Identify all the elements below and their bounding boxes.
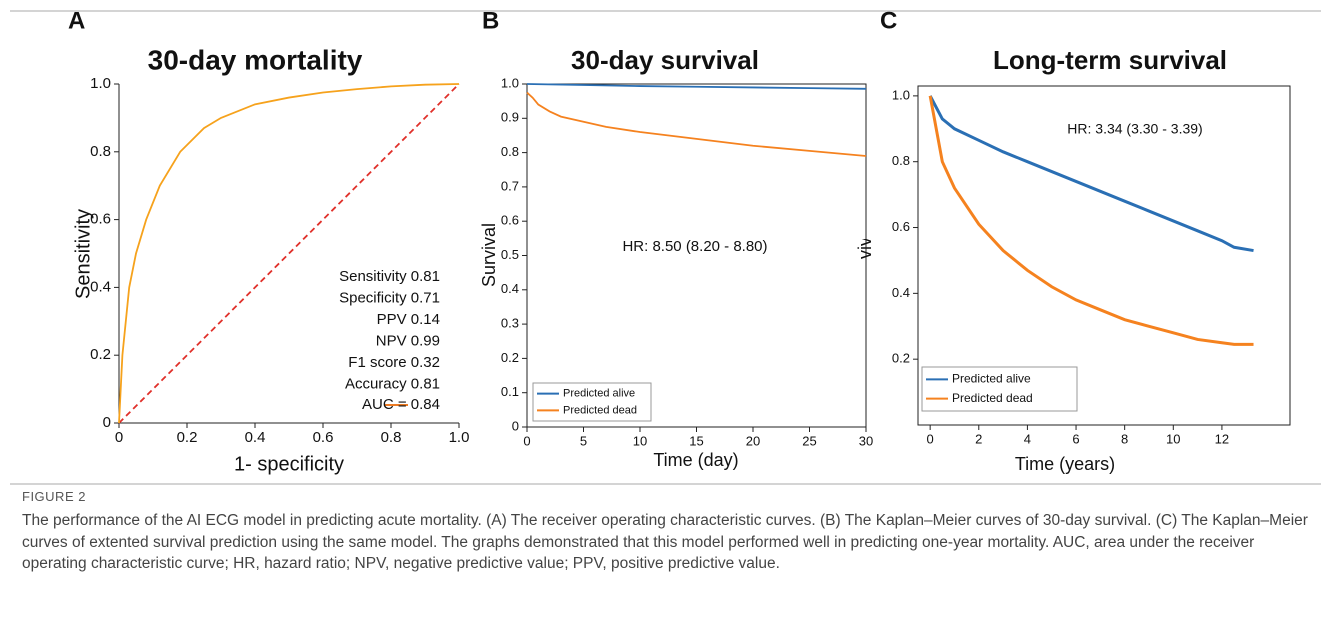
x-tick-label: 15	[689, 433, 703, 448]
y-tick-label: 1.0	[892, 87, 910, 102]
plot-frame	[917, 85, 1291, 426]
reference-line	[118, 83, 460, 424]
panel-letter: B	[482, 7, 499, 34]
y-tick-label: 1.0	[90, 75, 111, 92]
legend-label: Predicted dead	[952, 391, 1033, 405]
x-tick-label: 0	[115, 429, 123, 446]
y-tick-label: 0.7	[501, 178, 519, 193]
x-tick-label: 10	[633, 433, 647, 448]
x-tick-label: 0.8	[381, 429, 402, 446]
y-tick-label: 0.4	[90, 278, 111, 295]
x-tick-label: 0.4	[245, 429, 266, 446]
annotation: F1 score 0.32	[348, 354, 440, 371]
x-tick-label: 25	[802, 433, 816, 448]
figure-label: FIGURE 2	[22, 489, 86, 504]
y-tick-label: 0.6	[90, 211, 111, 228]
series-line	[928, 95, 1254, 253]
annotation: Sensitivity 0.81	[339, 268, 440, 285]
legend-label: AUC = 0.84	[362, 396, 440, 413]
x-tick-label: 0.6	[313, 429, 334, 446]
x-tick-label: 1.0	[449, 429, 470, 446]
legend-label: Predicted alive	[563, 388, 635, 400]
y-tick-label: 0.8	[501, 144, 519, 159]
plot-frame	[526, 83, 867, 428]
chart-title: Long-term survival	[993, 45, 1227, 75]
panel-letter: C	[880, 7, 897, 34]
x-axis-label: Time (years)	[1015, 454, 1115, 474]
x-tick-label: 12	[1215, 431, 1229, 446]
y-axis-label: Survival	[479, 223, 499, 287]
x-axis-label: 1- specificity	[234, 453, 344, 475]
y-tick-label: 0.5	[501, 247, 519, 262]
y-tick-label: 0.9	[501, 110, 519, 125]
x-tick-label: 6	[1072, 431, 1079, 446]
legend-label: Predicted alive	[952, 371, 1031, 385]
annotation: NPV 0.99	[376, 332, 440, 349]
y-tick-label: 0.6	[501, 213, 519, 228]
y-tick-label: 0.8	[892, 153, 910, 168]
y-tick-label: 0.4	[501, 281, 519, 296]
x-tick-label: 0	[927, 431, 934, 446]
chart-title: 30-day mortality	[148, 44, 363, 75]
legend-box	[921, 366, 1078, 412]
annotation: HR: 8.50 (8.20 - 8.80)	[622, 238, 767, 255]
y-tick-label: 0	[512, 418, 519, 433]
figure: A 30-day mortality 1- specificity Sensitivi…	[10, 7, 1321, 485]
x-tick-label: 2	[975, 431, 982, 446]
series-line	[526, 83, 867, 90]
y-axis-label: Sensitivity	[72, 209, 94, 299]
y-tick-label: 0.8	[90, 143, 111, 160]
x-tick-label: 30	[859, 433, 873, 448]
x-tick-label: 20	[746, 433, 760, 448]
x-tick-label: 4	[1024, 431, 1031, 446]
y-tick-label: 0.4	[892, 285, 910, 300]
series-line	[526, 91, 867, 157]
x-tick-label: 5	[580, 433, 587, 448]
series-line	[928, 95, 1254, 346]
x-tick-label: 8	[1121, 431, 1128, 446]
y-axis-label: Survival	[855, 223, 875, 287]
legend-label: Predicted dead	[563, 404, 637, 416]
annotation: PPV 0.14	[377, 311, 440, 328]
annotation: HR: 3.34 (3.30 - 3.39)	[1067, 121, 1202, 137]
annotation: Accuracy 0.81	[345, 375, 440, 392]
y-tick-label: 1.0	[501, 75, 519, 90]
y-tick-label: 0.1	[501, 384, 519, 399]
y-tick-label: 0.6	[892, 219, 910, 234]
figure-caption: The performance of the AI ECG model in p…	[22, 512, 1308, 572]
x-tick-label: 10	[1166, 431, 1180, 446]
chart-title: 30-day survival	[571, 45, 759, 75]
panel-letter: A	[68, 7, 85, 34]
series-line	[118, 83, 460, 424]
x-tick-label: 0.2	[177, 429, 198, 446]
y-tick-label: 0.2	[501, 350, 519, 365]
x-tick-label: 0	[523, 433, 530, 448]
legend-box	[532, 382, 652, 422]
y-tick-label: 0.2	[892, 351, 910, 366]
y-tick-label: 0	[103, 414, 111, 431]
annotation: Specificity 0.71	[339, 289, 440, 306]
y-tick-label: 0.3	[501, 316, 519, 331]
y-tick-label: 0.2	[90, 346, 111, 363]
x-axis-label: Time (day)	[653, 450, 738, 470]
